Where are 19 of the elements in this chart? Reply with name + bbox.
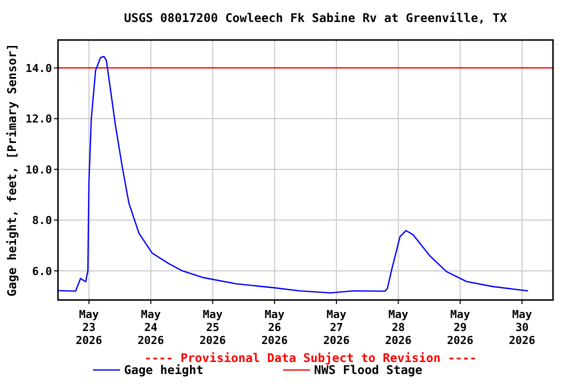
y-tick-label: 14.0 bbox=[26, 62, 52, 75]
y-tick-label: 8.0 bbox=[32, 214, 52, 228]
legend-label: NWS Flood Stage bbox=[314, 363, 422, 377]
y-tick-label: 10.0 bbox=[26, 163, 52, 176]
y-tick-label: 12.0 bbox=[26, 112, 52, 126]
text: ---- Provisional Data Subject to Revision ---- bbox=[144, 351, 477, 365]
x-tick-label: May 26 2026 bbox=[261, 308, 288, 347]
chart-title: USGS 08017200 Cowleech Fk Sabine Rv at Greenville, TX bbox=[124, 11, 508, 25]
x-tick-label: May 23 2026 bbox=[76, 308, 103, 347]
x-tick-label: May 30 2026 bbox=[508, 308, 536, 347]
x-tick-label: May 25 2026 bbox=[199, 308, 226, 347]
x-tick-label: May 29 2026 bbox=[446, 308, 474, 347]
x-tick-label: May 28 2026 bbox=[385, 308, 412, 347]
x-tick-label: May 24 2026 bbox=[138, 308, 164, 347]
y-tick-label: 6.0 bbox=[32, 264, 52, 278]
line-series bbox=[57, 56, 529, 294]
x-tick-label: May 27 2026 bbox=[323, 308, 350, 347]
y-axis-title: Gage height, feet, [Primary Sensor] bbox=[5, 44, 19, 296]
legend-label: Gage height bbox=[124, 363, 204, 377]
